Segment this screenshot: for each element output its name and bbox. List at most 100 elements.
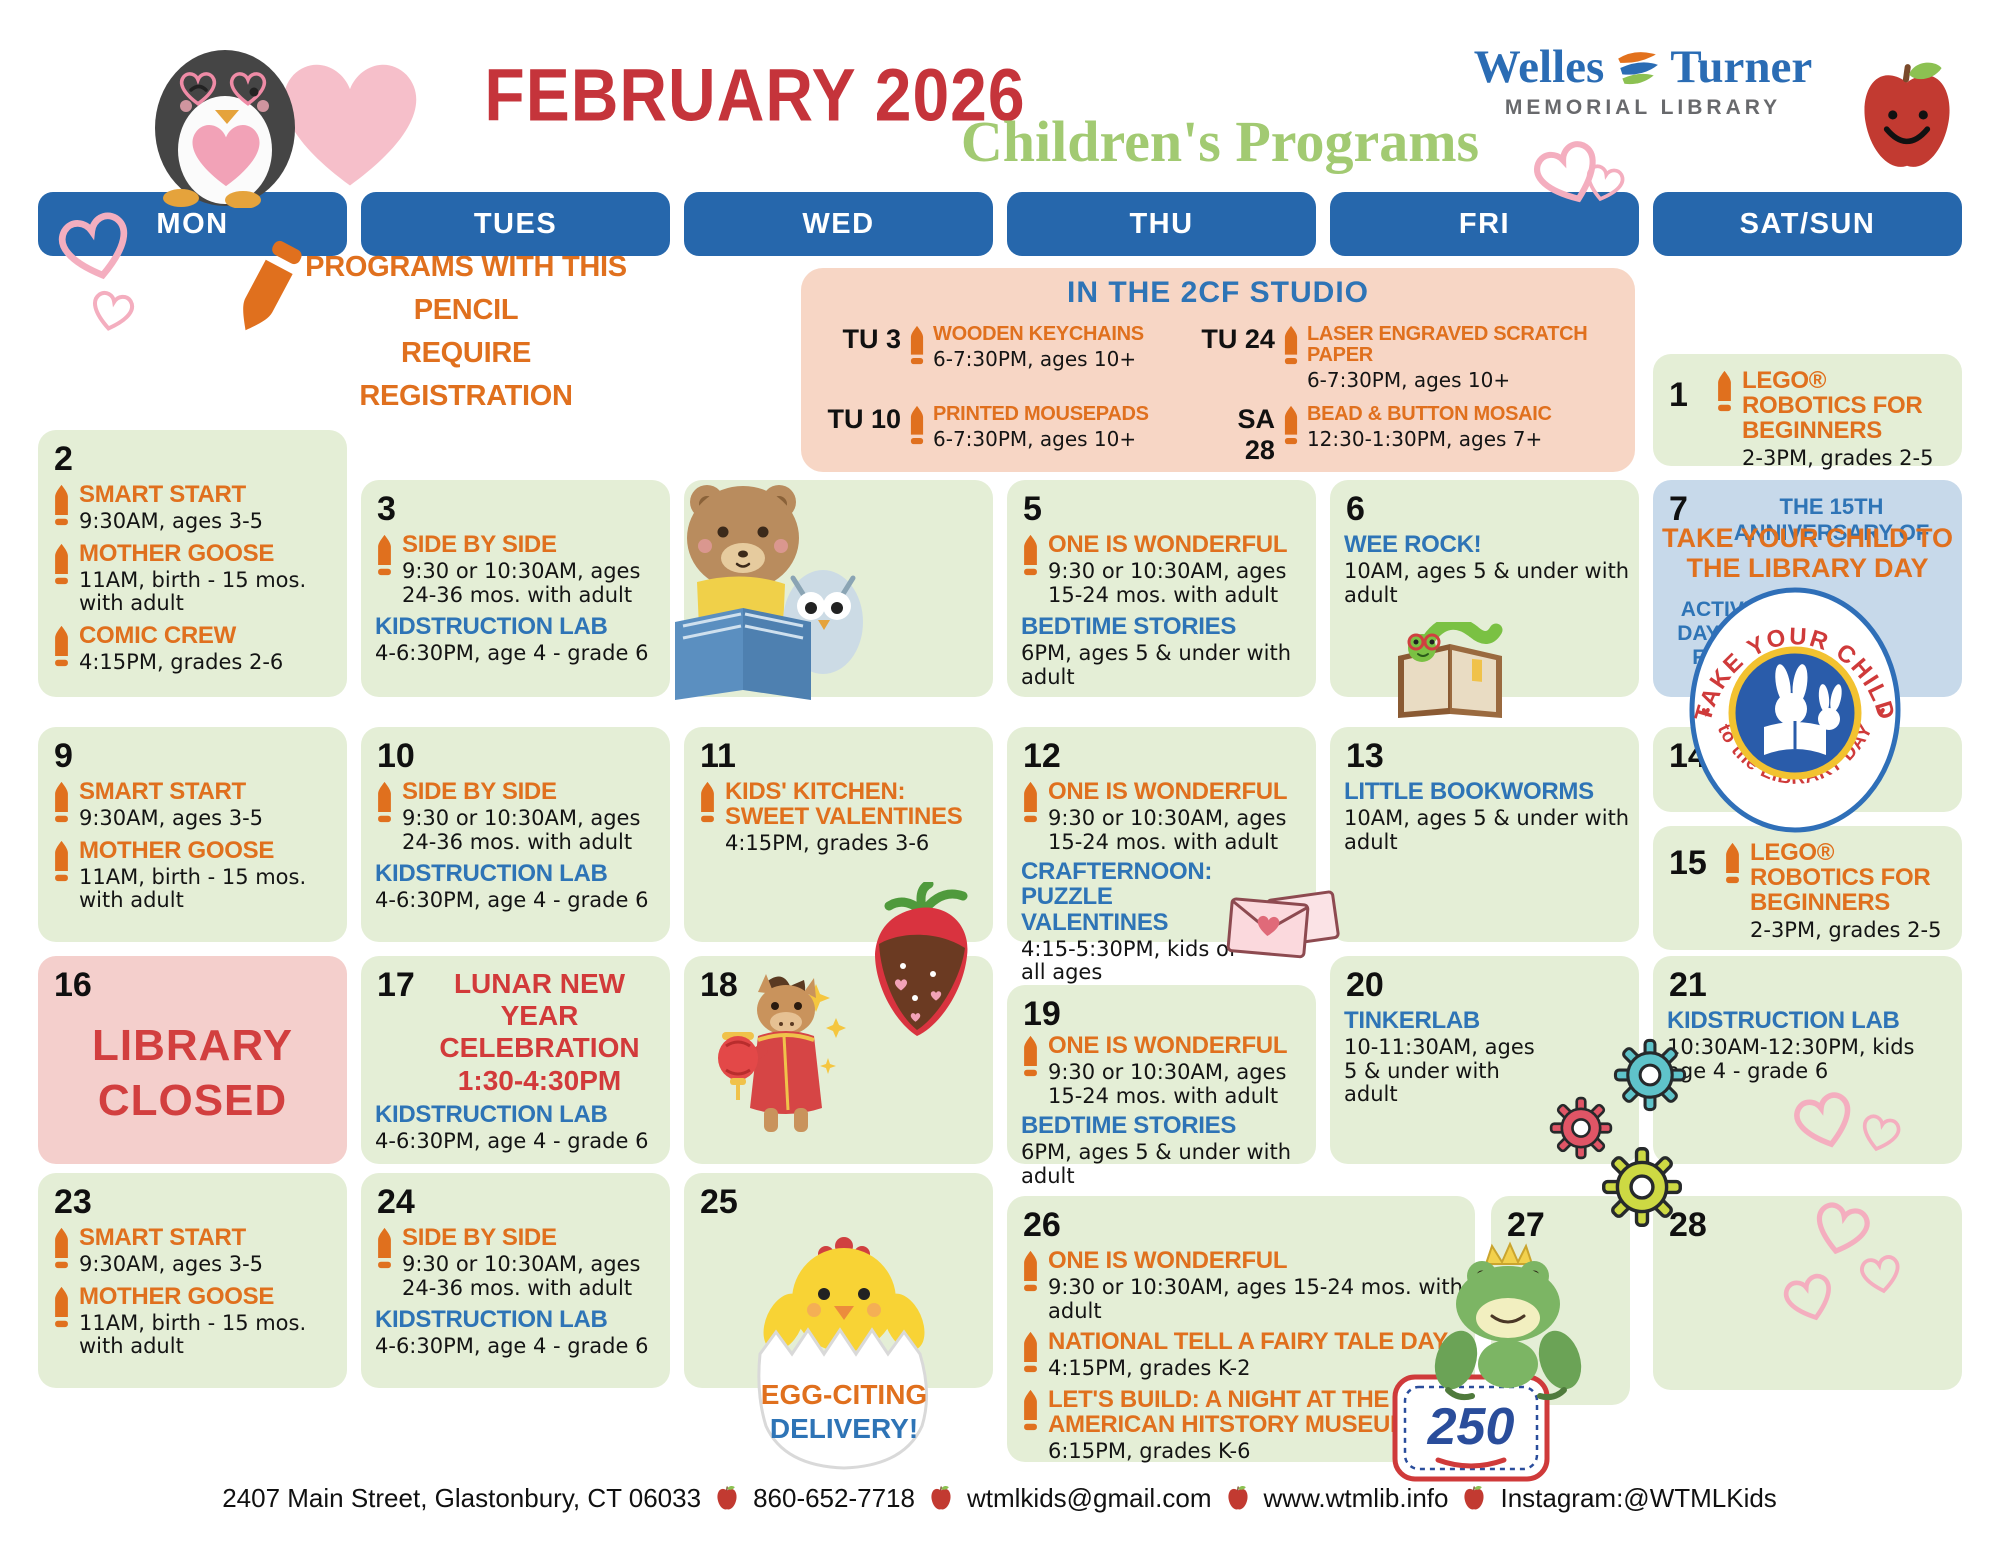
day-cell-1: 1 LEGO® ROBOTICS FOR BEGINNERS 2-3PM, gr… xyxy=(1653,354,1962,469)
library-closed-label: LIBRARY CLOSED xyxy=(38,1018,347,1128)
studio-event-details: 6-7:30PM, ages 10+ xyxy=(933,347,1137,371)
day-header-thu: THU xyxy=(1007,192,1316,256)
event-title: KIDSTRUCTION LAB xyxy=(375,1306,608,1334)
event: ONE IS WONDERFUL 9:30 or 10:30AM, ages 1… xyxy=(1021,1033,1308,1108)
event-details: 2-3PM, grades 2-5 xyxy=(1742,445,1934,470)
event: SMART START 9:30AM, ages 3-5 xyxy=(52,482,339,534)
studio-event-day: TU 3 xyxy=(842,324,901,354)
day-number: 6 xyxy=(1346,490,1365,528)
event-details: 6PM, ages 5 & under with adult xyxy=(1021,1140,1292,1188)
event: COMIC CREW 4:15PM, grades 2-6 xyxy=(52,623,339,675)
event: SMART START 9:30AM, ages 3-5 xyxy=(52,1225,339,1277)
event-details: 9:30 or 10:30AM, ages 15-24 mos. with ad… xyxy=(1048,806,1287,854)
event-details: 4-6:30PM, age 4 - grade 6 xyxy=(375,1334,649,1359)
day-number: 17 xyxy=(377,966,415,1004)
library-logo: Welles Turner MEMORIAL LIBRARY xyxy=(1408,40,1878,120)
studio-event: TU 10 PRINTED MOUSEPADS 6-7:30PM, ages 1… xyxy=(827,404,1183,466)
gears-illustration xyxy=(1549,1038,1687,1227)
event: KIDSTRUCTION LAB 10:30AM-12:30PM, kids a… xyxy=(1667,1008,1954,1083)
pencil-icon xyxy=(1284,405,1298,445)
studio-event: TU 24 LASER ENGRAVED SCRATCH PAPER 6-7:3… xyxy=(1201,324,1621,393)
day-header-tues: TUES xyxy=(361,192,670,256)
event-details: 9:30 or 10:30AM, ages 24-36 mos. with ad… xyxy=(402,559,641,607)
event-details: 10-11:30AM, ages 5 & under with adult xyxy=(1344,1035,1535,1107)
studio-panel: IN THE 2CF STUDIO TU 3 WOODEN KEYCHAINS … xyxy=(801,268,1635,472)
studio-event-title: BEAD & BUTTON MOSAIC xyxy=(1306,403,1552,425)
day-header-satsun: SAT/SUN xyxy=(1653,192,1962,256)
event: ONE IS WONDERFUL 9:30 or 10:30AM, ages 1… xyxy=(1021,779,1308,854)
day-number: 19 xyxy=(1023,995,1061,1033)
event: KIDS' KITCHEN: SWEET VALENTINES 4:15PM, … xyxy=(698,779,985,856)
event-details: 4:15PM, grades 3-6 xyxy=(725,831,930,856)
pencil-icon xyxy=(55,543,68,584)
day-cell-28: 28 xyxy=(1653,1196,1962,1390)
event-title: ONE IS WONDERFUL xyxy=(1048,531,1288,558)
day-number: 18 xyxy=(700,966,738,1004)
day-number: 28 xyxy=(1669,1206,1707,1244)
event-details: 11AM, birth - 15 mos. with adult xyxy=(79,864,307,913)
day-number: 16 xyxy=(54,966,92,1004)
day-cell-19: 19 ONE IS WONDERFUL 9:30 or 10:30AM, age… xyxy=(1007,985,1316,1188)
event-details: 6:15PM, grades K-6 xyxy=(1048,1439,1251,1464)
day-number: 10 xyxy=(377,737,415,775)
event-title: WEE ROCK! xyxy=(1344,531,1482,558)
frog-prince-illustration xyxy=(1434,1241,1582,1401)
day-number: 11 xyxy=(700,737,736,775)
event-details: 9:30 or 10:30AM, ages 15-24 mos. with ad… xyxy=(1048,559,1287,607)
event: SIDE BY SIDE 9:30 or 10:30AM, ages 24-36… xyxy=(375,532,662,607)
logo-word-2: Turner xyxy=(1670,41,1813,93)
event-title: SMART START xyxy=(79,778,246,805)
event-title: MOTHER GOOSE xyxy=(79,1282,275,1310)
svg-text:♥: ♥ xyxy=(1701,704,1711,721)
anniversary-250-badge: 250 xyxy=(1392,1374,1550,1482)
pencil-icon xyxy=(1024,1035,1037,1077)
day-cell-11: 11 KIDS' KITCHEN: SWEET VALENTINES 4:15P… xyxy=(684,727,993,942)
lunar-banner-line3: 1:30-4:30PM xyxy=(457,1064,622,1096)
pencil-icon xyxy=(55,1227,68,1269)
pencil-icon xyxy=(55,625,68,667)
heart-sketch-icon xyxy=(48,212,153,344)
event: KIDSTRUCTION LAB 4-6:30PM, age 4 - grade… xyxy=(375,614,662,666)
day-number: 15 xyxy=(1669,844,1707,882)
day-number: 3 xyxy=(377,490,396,528)
day-number: 7 xyxy=(1669,490,1688,528)
event-title: MOTHER GOOSE xyxy=(79,539,275,567)
event-title: LET'S BUILD: A NIGHT AT THE AMERICAN HIT… xyxy=(1048,1385,1410,1439)
chocolate-strawberry-illustration xyxy=(875,882,968,1036)
footer-instagram: Instagram:@WTMLKids xyxy=(1500,1483,1777,1513)
studio-event-details: 6-7:30PM, ages 10+ xyxy=(933,427,1137,451)
event: MOTHER GOOSE 11AM, birth - 15 mos. with … xyxy=(52,541,339,616)
event: MOTHER GOOSE 11AM, birth - 15 mos. with … xyxy=(52,838,339,913)
day-number: 5 xyxy=(1023,490,1042,528)
footer-website: www.wtmlib.info xyxy=(1263,1483,1449,1513)
footer-address: 2407 Main Street, Glastonbury, CT 06033 xyxy=(222,1483,702,1513)
pencil-icon xyxy=(701,781,714,823)
event-details: 4:15PM, grades K-2 xyxy=(1048,1356,1251,1381)
event-title: SIDE BY SIDE xyxy=(402,1224,557,1251)
studio-event-day: SA 28 xyxy=(1237,404,1275,465)
pencil-icon xyxy=(1284,325,1298,365)
pencil-icon xyxy=(1024,1389,1037,1431)
pencil-icon xyxy=(55,840,68,881)
event-title: LEGO® ROBOTICS FOR BEGINNERS xyxy=(1750,839,1931,917)
studio-event-title: PRINTED MOUSEPADS xyxy=(933,403,1149,425)
lunar-new-year-horse-illustration xyxy=(718,974,846,1132)
day-number: 12 xyxy=(1023,737,1061,775)
footer-contact-bar: 2407 Main Street, Glastonbury, CT 06033 … xyxy=(0,1483,1999,1514)
svg-text:♥: ♥ xyxy=(1876,704,1886,721)
logo-word-1: Welles xyxy=(1473,41,1605,93)
logo-leaf-icon xyxy=(1618,52,1659,85)
studio-event-day: TU 24 xyxy=(1201,324,1275,354)
event-details: 4:15-5:30PM, kids of all ages xyxy=(1021,936,1237,985)
registration-note: PROGRAMS WITH THIS PENCIL REQUIRE REGIST… xyxy=(296,246,636,418)
event: WEE ROCK! 10AM, ages 5 & under with adul… xyxy=(1344,532,1631,607)
event-title: SIDE BY SIDE xyxy=(402,778,557,805)
egg-text-line2: DELIVERY! xyxy=(770,1413,918,1444)
pencil-icon xyxy=(1024,1332,1037,1373)
day-cell-20: 20 TINKERLAB 10-11:30AM, ages 5 & under … xyxy=(1330,956,1639,1164)
pencil-icon xyxy=(1024,1250,1037,1292)
event: KIDSTRUCTION LAB 4-6:30PM, age 4 - grade… xyxy=(375,1307,662,1359)
event: KIDSTRUCTION LAB 4-6:30PM, age 4 - grade… xyxy=(375,861,662,913)
bear-owl-reading-illustration xyxy=(675,485,863,700)
day-cell-13: 13 LITTLE BOOKWORMS 10AM, ages 5 & under… xyxy=(1330,727,1639,942)
